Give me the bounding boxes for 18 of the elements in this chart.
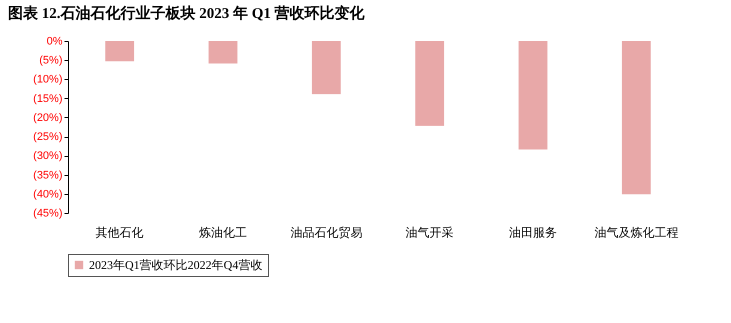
y-tick-label: (25%)	[33, 131, 62, 144]
y-tick-label: (45%)	[33, 208, 62, 220]
legend-label: 2023年Q1营收环比2022年Q4营收	[89, 258, 262, 272]
x-tick-label: 油气开采	[406, 226, 454, 240]
y-tick-label: (40%)	[33, 188, 62, 200]
y-tick-label: (30%)	[33, 150, 62, 162]
y-tick-label: 0%	[46, 36, 63, 48]
y-tick-label: (20%)	[33, 112, 62, 124]
y-tick-label: (15%)	[33, 92, 62, 105]
chart-title: 图表 12.石油石化行业子板块 2023 年 Q1 营收环比变化	[8, 4, 366, 22]
x-tick-label: 炼油化工	[199, 226, 247, 240]
x-tick-label: 其他石化	[96, 226, 144, 240]
x-tick-label: 油品石化贸易	[290, 226, 362, 240]
y-tick-label: (35%)	[33, 169, 62, 182]
y-tick-label: (10%)	[33, 74, 62, 86]
x-tick-label: 油田服务	[509, 226, 557, 240]
x-tick-label: 油气及炼化工程	[594, 226, 678, 240]
y-tick-label: (5%)	[39, 54, 62, 67]
